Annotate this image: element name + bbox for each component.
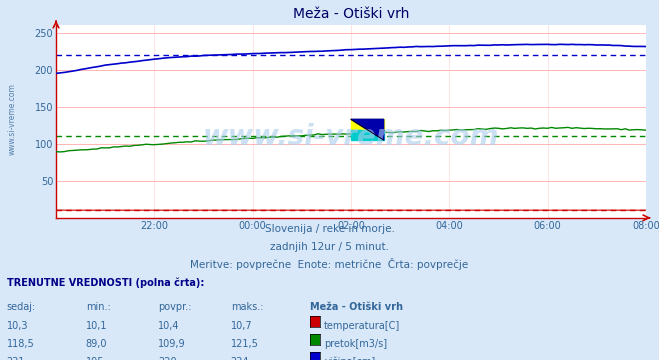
Bar bbox=[351, 119, 384, 130]
Text: TRENUTNE VREDNOSTI (polna črta):: TRENUTNE VREDNOSTI (polna črta): bbox=[7, 278, 204, 288]
Text: www.si-vreme.com: www.si-vreme.com bbox=[8, 83, 17, 155]
Text: 234: 234 bbox=[231, 357, 249, 360]
Text: pretok[m3/s]: pretok[m3/s] bbox=[324, 339, 387, 350]
Text: 195: 195 bbox=[86, 357, 104, 360]
Text: 121,5: 121,5 bbox=[231, 339, 258, 350]
Text: 231: 231 bbox=[7, 357, 25, 360]
Text: 10,4: 10,4 bbox=[158, 321, 180, 332]
Text: 89,0: 89,0 bbox=[86, 339, 107, 350]
Title: Meža - Otiški vrh: Meža - Otiški vrh bbox=[293, 7, 409, 21]
Text: www.si-vreme.com: www.si-vreme.com bbox=[203, 123, 499, 151]
Text: Meritve: povprečne  Enote: metrične  Črta: povprečje: Meritve: povprečne Enote: metrične Črta:… bbox=[190, 258, 469, 270]
Text: min.:: min.: bbox=[86, 302, 111, 312]
Polygon shape bbox=[351, 119, 384, 140]
Text: 220: 220 bbox=[158, 357, 177, 360]
Text: zadnjih 12ur / 5 minut.: zadnjih 12ur / 5 minut. bbox=[270, 242, 389, 252]
Text: povpr.:: povpr.: bbox=[158, 302, 192, 312]
Text: Meža - Otiški vrh: Meža - Otiški vrh bbox=[310, 302, 403, 312]
Text: maks.:: maks.: bbox=[231, 302, 263, 312]
Text: 10,7: 10,7 bbox=[231, 321, 252, 332]
Text: Slovenija / reke in morje.: Slovenija / reke in morje. bbox=[264, 224, 395, 234]
Text: sedaj:: sedaj: bbox=[7, 302, 36, 312]
Text: 10,1: 10,1 bbox=[86, 321, 107, 332]
Text: 10,3: 10,3 bbox=[7, 321, 28, 332]
Bar bbox=[351, 130, 384, 140]
Text: 118,5: 118,5 bbox=[7, 339, 34, 350]
Text: temperatura[C]: temperatura[C] bbox=[324, 321, 401, 332]
Text: 109,9: 109,9 bbox=[158, 339, 186, 350]
Text: višina[cm]: višina[cm] bbox=[324, 357, 376, 360]
